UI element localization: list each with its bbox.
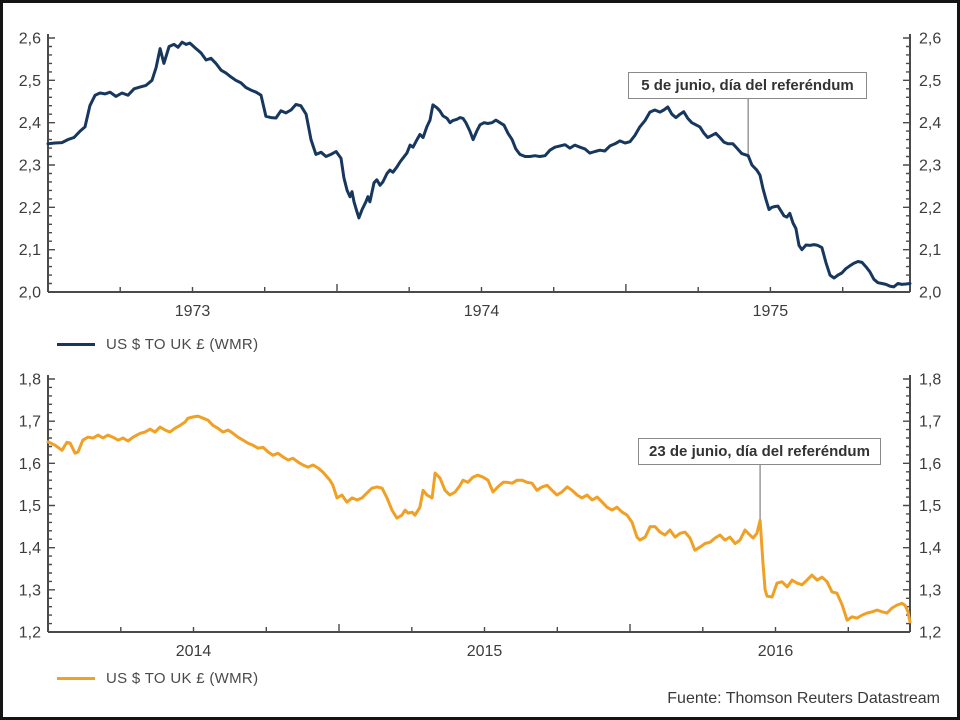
y-axis-tick-label: 1,2 [919, 625, 941, 642]
series-line [46, 40, 912, 289]
y-axis-tick-label: 2,6 [19, 31, 41, 48]
y-axis-tick-label: 2,2 [919, 200, 941, 217]
x-axis-tick-label: 1973 [175, 303, 211, 320]
y-axis-tick-label: 1,5 [919, 498, 941, 515]
annotation-bottom-referendum: 23 de junio, día del referéndum [638, 438, 881, 465]
legend-bottom: US $ TO UK £ (WMR) [57, 669, 259, 687]
legend-line-swatch-navy [57, 342, 95, 346]
y-axis-tick-label: 1,7 [919, 414, 941, 431]
y-axis-tick-label: 1,4 [19, 540, 41, 557]
y-axis-tick-label: 1,8 [919, 372, 941, 389]
y-axis-tick-label: 2,0 [919, 285, 941, 302]
y-axis-tick-label: 2,4 [19, 115, 41, 132]
y-axis-tick-label: 2,3 [919, 158, 941, 175]
y-axis-tick-label: 2,1 [919, 242, 941, 259]
legend-label: US $ TO UK £ (WMR) [106, 669, 259, 687]
x-axis-tick-label: 1974 [464, 303, 500, 320]
y-axis-tick-label: 1,3 [919, 582, 941, 599]
legend-top: US $ TO UK £ (WMR) [57, 335, 259, 353]
y-axis-tick-label: 2,5 [19, 73, 41, 90]
y-axis-tick-label: 1,5 [19, 498, 41, 515]
series-line [46, 414, 912, 624]
legend-line-swatch-orange [57, 676, 95, 680]
y-axis-tick-label: 1,4 [919, 540, 941, 557]
y-axis-tick-label: 2,4 [919, 115, 941, 132]
y-axis-tick-label: 1,2 [19, 625, 41, 642]
y-axis-tick-label: 1,6 [919, 456, 941, 473]
y-axis-tick-label: 2,0 [19, 285, 41, 302]
y-axis-tick-label: 2,2 [19, 200, 41, 217]
legend-label: US $ TO UK £ (WMR) [106, 335, 259, 353]
chart-bottom: 1,2 1,2 1,3 1,3 1,4 1,4 1,5 1,5 1,6 1,6 1,7 1,7 1,8 1… [19, 372, 942, 661]
y-axis-tick-label: 2,5 [919, 73, 941, 90]
x-axis-tick-label: 2014 [176, 643, 212, 660]
y-axis-tick-label: 1,6 [19, 456, 41, 473]
y-axis-tick-label: 1,8 [19, 372, 41, 389]
axis-ticks [47, 378, 910, 633]
y-axis-tick-label: 1,3 [19, 582, 41, 599]
y-axis-tick-label: 2,3 [19, 158, 41, 175]
annotation-top-referendum: 5 de junio, día del referéndum [628, 72, 867, 99]
axis-ticks [47, 37, 910, 293]
axis-lines [47, 375, 911, 633]
chart-top: 2,0 2,0 2,1 2,1 2,2 2,2 2,3 2,3 2,4 2,4 2,5 2,5 2,6 2… [19, 31, 942, 321]
y-axis-tick-label: 2,1 [19, 242, 41, 259]
y-axis-tick-label: 2,6 [919, 31, 941, 48]
x-axis-tick-label: 2015 [467, 643, 503, 660]
y-axis-tick-label: 1,7 [19, 414, 41, 431]
source-note: Fuente: Thomson Reuters Datastream [667, 690, 940, 707]
x-axis-tick-label: 1975 [753, 303, 789, 320]
x-axis-tick-label: 2016 [758, 643, 794, 660]
